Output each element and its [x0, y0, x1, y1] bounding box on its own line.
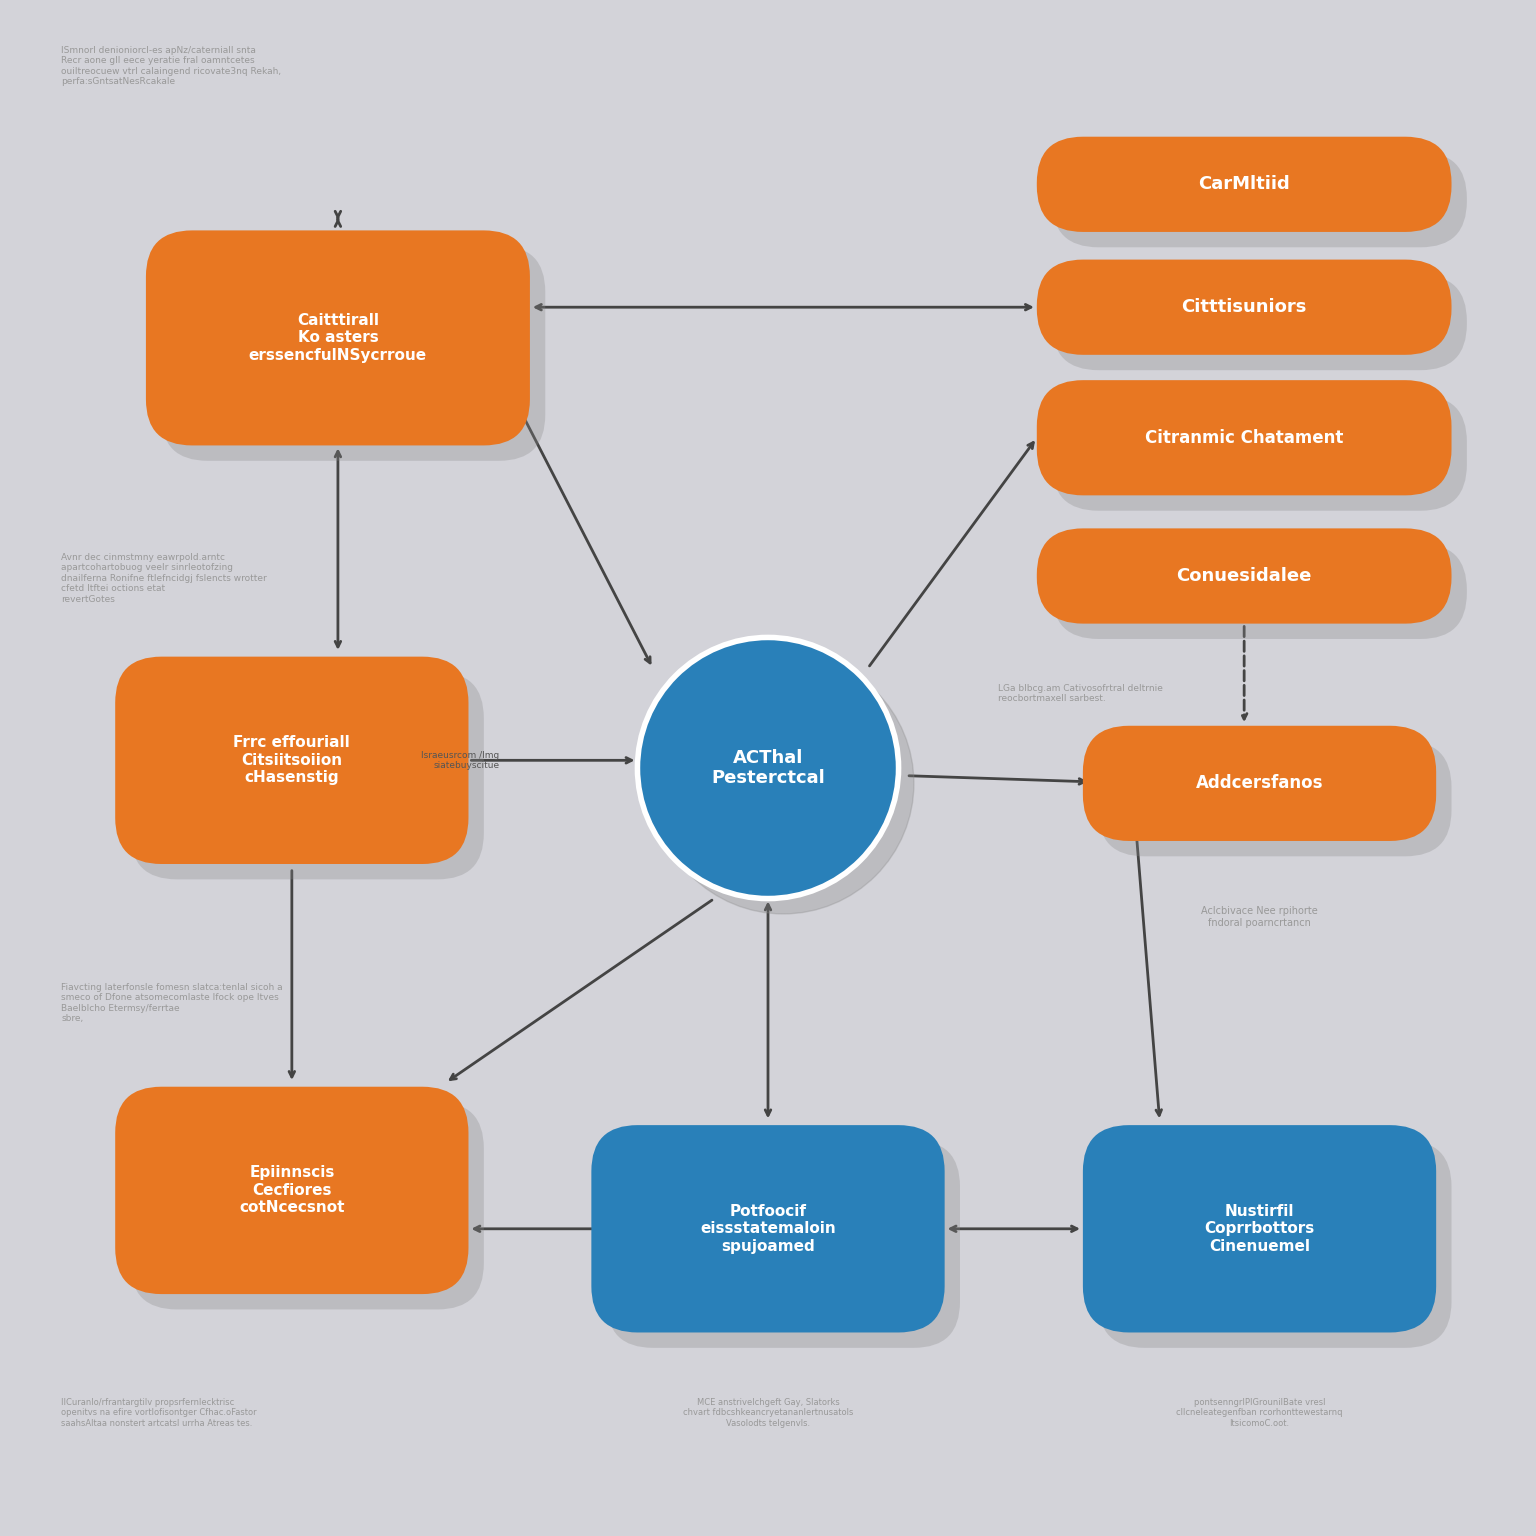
- FancyBboxPatch shape: [1037, 137, 1452, 232]
- FancyBboxPatch shape: [1083, 727, 1436, 842]
- Circle shape: [653, 653, 914, 914]
- Text: Caitttirall
Ko asters
erssencfulNSycrroue: Caitttirall Ko asters erssencfulNSycrrou…: [249, 313, 427, 362]
- Text: ACThal
Pesterctcal: ACThal Pesterctcal: [711, 748, 825, 788]
- FancyBboxPatch shape: [1052, 544, 1467, 639]
- FancyBboxPatch shape: [1037, 528, 1452, 624]
- FancyBboxPatch shape: [1052, 275, 1467, 370]
- Text: CarMltiid: CarMltiid: [1198, 175, 1290, 194]
- FancyBboxPatch shape: [591, 1124, 945, 1332]
- Text: Conuesidalee: Conuesidalee: [1177, 567, 1312, 585]
- Text: Epiinnscis
Cecfiores
cotNcecsnot: Epiinnscis Cecfiores cotNcecsnot: [240, 1166, 344, 1215]
- Text: Avnr dec cinmstmny eawrpold.arntc
apartcohartobuog veelr sinrleotofzing
dnailfer: Avnr dec cinmstmny eawrpold.arntc apartc…: [61, 553, 267, 604]
- Text: Fiavcting laterfonsle fomesn slatca:tenlal sicoh a
smeco of Dfone atsomecomlaste: Fiavcting laterfonsle fomesn slatca:tenl…: [61, 983, 283, 1023]
- FancyBboxPatch shape: [161, 246, 545, 461]
- Text: pontsenngrIPIGrounilBate vresl
cllcneleategenfban rcorhonttewestarnq
ItsicomoC.o: pontsenngrIPIGrounilBate vresl cllcnelea…: [1177, 1398, 1342, 1427]
- FancyBboxPatch shape: [607, 1140, 960, 1349]
- Text: Citttisuniors: Citttisuniors: [1181, 298, 1307, 316]
- Text: LGa blbcg.am Cativosofrtral deltrnie
reocbortmaxell sarbest.: LGa blbcg.am Cativosofrtral deltrnie reo…: [998, 684, 1163, 703]
- FancyBboxPatch shape: [1037, 260, 1452, 355]
- FancyBboxPatch shape: [146, 230, 530, 445]
- FancyBboxPatch shape: [115, 1087, 468, 1293]
- FancyBboxPatch shape: [131, 1103, 484, 1309]
- Text: Frrc effouriall
Citsiitsoiion
cHasenstig: Frrc effouriall Citsiitsoiion cHasenstig: [233, 736, 350, 785]
- Text: IICuranlo/rfrantargtilv propsrfernlecktrisc
openitvs na efire vortlofisontger Cf: IICuranlo/rfrantargtilv propsrfernlecktr…: [61, 1398, 257, 1427]
- Text: Israeusrcom /lmg
siatebuyscitue: Israeusrcom /lmg siatebuyscitue: [421, 751, 499, 770]
- Text: Potfoocif
eissstatemaloin
spujoamed: Potfoocif eissstatemaloin spujoamed: [700, 1204, 836, 1253]
- Text: MCE anstrivelchgeft Gay, Slatorks
chvart fdbcshkeancryetananlertnusatols
Vasolod: MCE anstrivelchgeft Gay, Slatorks chvart…: [684, 1398, 852, 1427]
- FancyBboxPatch shape: [1098, 742, 1452, 857]
- Text: Citranmic Chatament: Citranmic Chatament: [1144, 429, 1344, 447]
- FancyBboxPatch shape: [1098, 1140, 1452, 1349]
- FancyBboxPatch shape: [115, 657, 468, 863]
- FancyBboxPatch shape: [1052, 396, 1467, 510]
- FancyBboxPatch shape: [1083, 1124, 1436, 1332]
- Text: Nustirfil
Coprrbottors
Cinenuemel: Nustirfil Coprrbottors Cinenuemel: [1204, 1204, 1315, 1253]
- Text: Addcersfanos: Addcersfanos: [1195, 774, 1324, 793]
- FancyBboxPatch shape: [131, 673, 484, 879]
- Text: ISmnorl denioniorcl-es apNz/caterniall snta
Recr aone gll eece yeratie fral oamn: ISmnorl denioniorcl-es apNz/caterniall s…: [61, 46, 281, 86]
- FancyBboxPatch shape: [1052, 152, 1467, 247]
- FancyBboxPatch shape: [1037, 381, 1452, 496]
- Circle shape: [637, 637, 899, 899]
- Text: Aclcbivace Nee rpihorte
fndoral poarncrtancn: Aclcbivace Nee rpihorte fndoral poarncrt…: [1201, 906, 1318, 928]
